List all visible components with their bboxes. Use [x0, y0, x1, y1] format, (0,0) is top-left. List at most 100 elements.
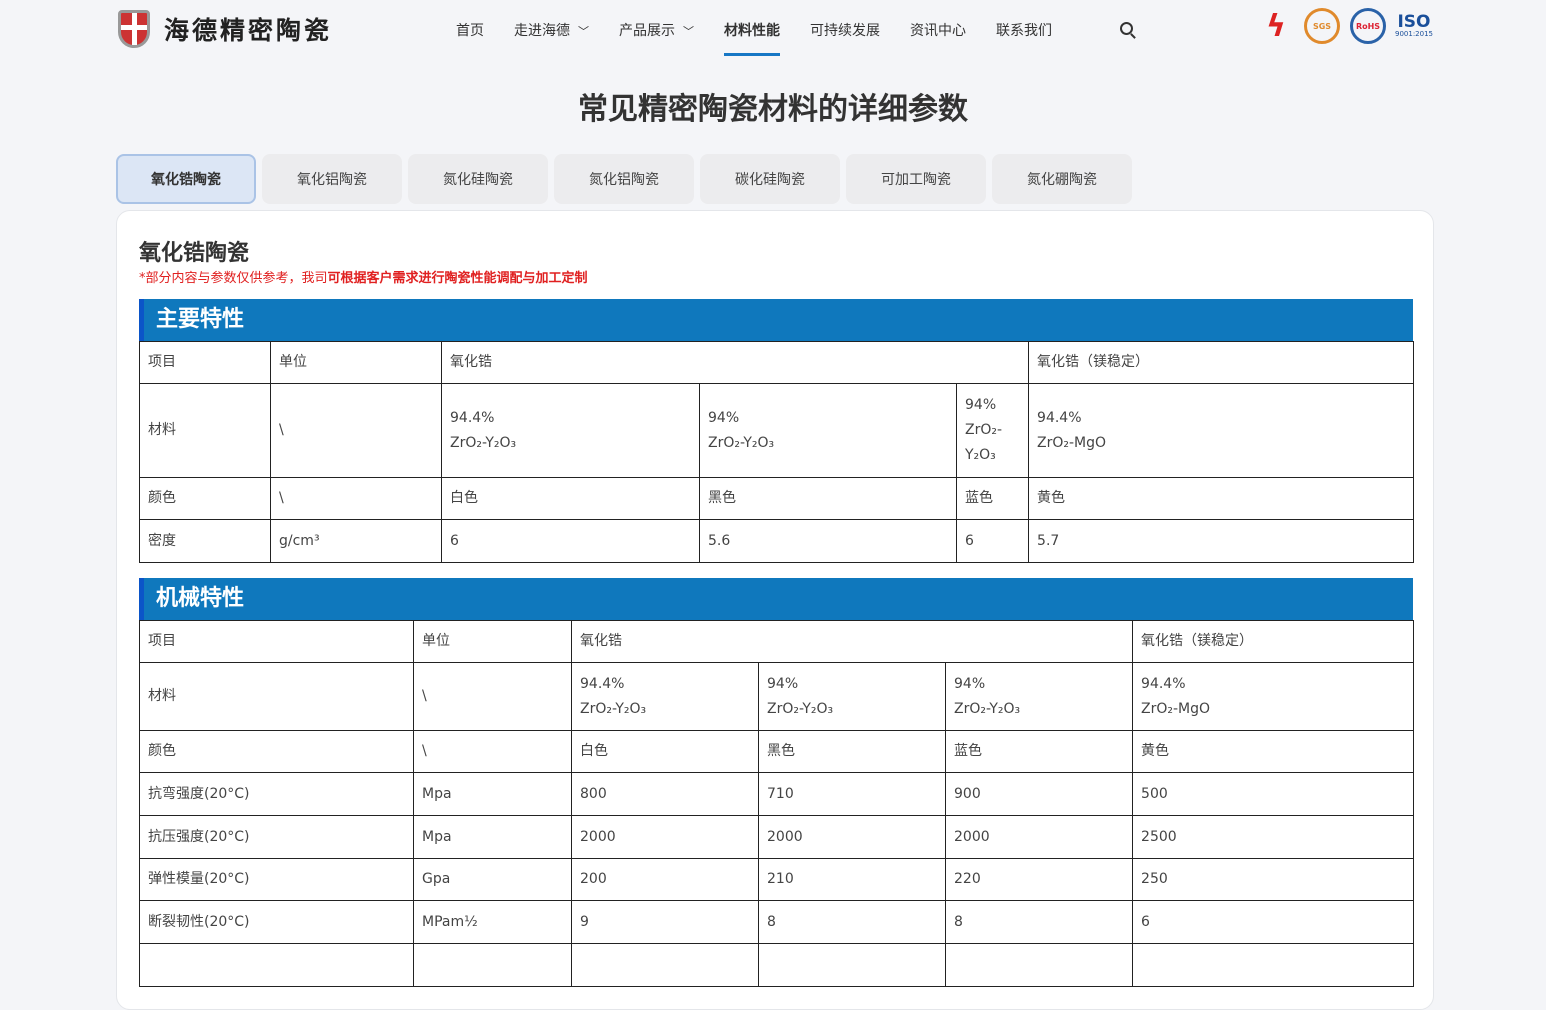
- table-cell: 94% ZrO₂- Y₂O₃: [955, 383, 1030, 478]
- table-cell: 白色: [441, 477, 700, 520]
- nav-item-2[interactable]: 产品展示 ﹀: [619, 18, 694, 44]
- table-cell: 94% ZrO₂-Y₂O₃: [944, 662, 1134, 731]
- header-cell: 单位: [270, 341, 442, 384]
- table-cell: [758, 943, 946, 987]
- certifications: ϟ SGS RoHS ISO 9001:2015: [1258, 8, 1433, 44]
- tab-1[interactable]: 氧化铝陶瓷: [262, 154, 402, 204]
- tab-0[interactable]: 氧化锆陶瓷: [116, 154, 256, 204]
- iso-cert-icon: ISO 9001:2015: [1395, 8, 1433, 44]
- header-cell: 氧化锆（镁稳定）: [1028, 341, 1415, 384]
- material-panel: 氧化锆陶瓷 *部分内容与参数仅供参考，我司可根据客户需求进行陶瓷性能调配与加工定…: [116, 210, 1434, 1010]
- nav-label: 走进海德: [514, 23, 570, 39]
- table-cell: 8: [758, 900, 946, 944]
- table-cell: 94% ZrO₂-Y₂O₃: [758, 662, 946, 731]
- table-row: [139, 943, 1415, 987]
- properties-table: 项目 单位 氧化锆 氧化锆（镁稳定） 材料 \ 94.4% ZrO₂-Y₂O₃ 94% ZrO…: [139, 620, 1415, 987]
- tab-5[interactable]: 可加工陶瓷: [846, 154, 986, 204]
- sgs-cert-icon: SGS: [1304, 8, 1340, 44]
- table-cell: 2500: [1132, 815, 1415, 859]
- table-cell: 白色: [571, 730, 759, 773]
- table-cell: 5.7: [1028, 519, 1415, 563]
- table-row: 材料 \ 94.4% ZrO₂-Y₂O₃ 94% ZrO₂-Y₂O₃ 94% ZrO₂-…: [139, 383, 1415, 478]
- brand-name: 海德精密陶瓷: [164, 16, 333, 45]
- table-cell: 94.4% ZrO₂-MgO: [1028, 383, 1415, 478]
- table-cell: [1132, 943, 1415, 987]
- table-cell: 200: [571, 858, 759, 901]
- table-cell: 蓝色: [955, 477, 1030, 520]
- page-title: 常见精密陶瓷材料的详细参数: [578, 92, 968, 127]
- tab-3[interactable]: 氮化铝陶瓷: [554, 154, 694, 204]
- table-cell: 250: [1132, 858, 1415, 901]
- table-cell: [413, 943, 572, 987]
- nav-label: 资讯中心: [910, 23, 966, 39]
- iso-label: ISO: [1397, 12, 1431, 32]
- table-cell: 蓝色: [944, 730, 1134, 773]
- shield-logo-icon: [118, 10, 150, 48]
- nav-item-6[interactable]: 联系我们: [996, 18, 1052, 44]
- panel-title: 氧化锆陶瓷: [139, 241, 250, 266]
- note-bold: 可根据客户需求进行陶瓷性能调配与加工定制: [327, 271, 588, 286]
- table-row: 颜色 \ 白色 黑色 蓝色 黄色: [139, 477, 1415, 520]
- tab-6[interactable]: 氮化硼陶瓷: [992, 154, 1132, 204]
- nav-item-4[interactable]: 可持续发展: [810, 18, 880, 44]
- table-cell: 900: [944, 772, 1134, 816]
- disclaimer-note: *部分内容与参数仅供参考，我司可根据客户需求进行陶瓷性能调配与加工定制: [139, 267, 588, 286]
- nav-label: 材料性能: [724, 23, 780, 39]
- brand-logo[interactable]: 海德精密陶瓷: [118, 10, 332, 48]
- tab-4[interactable]: 碳化硅陶瓷: [700, 154, 840, 204]
- table-cell: 210: [758, 858, 946, 901]
- nav-item-1[interactable]: 走进海德 ﹀: [514, 18, 589, 44]
- section-title: 主要特性: [139, 299, 1413, 341]
- nav-label: 可持续发展: [810, 23, 880, 39]
- table-cell: [944, 943, 1134, 987]
- table-header-row: 项目 单位 氧化锆 氧化锆（镁稳定）: [139, 341, 1415, 384]
- table-cell: 94.4% ZrO₂-MgO: [1132, 662, 1415, 731]
- header-cell: 氧化锆: [440, 341, 1030, 384]
- table-row: 密度 g/cm³ 6 5.6 6 5.7: [139, 519, 1415, 563]
- table-cell: Mpa: [413, 815, 572, 859]
- header-cell: 氧化锆: [570, 620, 1134, 663]
- tab-2[interactable]: 氮化硅陶瓷: [408, 154, 548, 204]
- table-cell: Gpa: [413, 858, 572, 901]
- table-cell: 2000: [944, 815, 1134, 859]
- table-cell: 断裂韧性(20°C): [139, 900, 414, 944]
- table-cell: 800: [571, 772, 759, 816]
- table-cell: 黑色: [699, 477, 957, 520]
- table-cell: MPam½: [413, 900, 572, 944]
- table-cell: 710: [758, 772, 946, 816]
- table-cell: 94% ZrO₂-Y₂O₃: [699, 383, 957, 478]
- nav-label: 产品展示: [619, 23, 675, 39]
- nav-label: 联系我们: [996, 23, 1052, 39]
- nav-label: 首页: [456, 23, 484, 39]
- table-cell: 材料: [139, 662, 414, 731]
- table-cell: 6: [955, 519, 1030, 563]
- table-cell: \: [270, 477, 442, 520]
- nav-item-5[interactable]: 资讯中心: [910, 18, 966, 44]
- table-cell: 颜色: [139, 477, 271, 520]
- table-cell: 220: [944, 858, 1134, 901]
- table-cell: 8: [944, 900, 1134, 944]
- table-cell: 2000: [758, 815, 946, 859]
- table-cell: \: [270, 383, 442, 478]
- table-row: 抗压强度(20°C) Mpa 2000 2000 2000 2500: [139, 815, 1415, 859]
- table-cell: 颜色: [139, 730, 414, 773]
- table-cell: g/cm³: [270, 519, 442, 563]
- table-cell: 94.4% ZrO₂-Y₂O₃: [441, 383, 700, 478]
- table-cell: 6: [441, 519, 700, 563]
- material-tabs: 氧化锆陶瓷 氧化铝陶瓷 氮化硅陶瓷 氮化铝陶瓷 碳化硅陶瓷 可加工陶瓷 氮化硼陶瓷: [116, 154, 1132, 204]
- table-cell: 9: [571, 900, 759, 944]
- table-row: 弹性模量(20°C) Gpa 200 210 220 250: [139, 858, 1415, 901]
- rohs-cert-icon: RoHS: [1350, 8, 1386, 44]
- search-icon[interactable]: [1120, 22, 1133, 35]
- header-cell: 项目: [139, 341, 271, 384]
- table-cell: 6: [1132, 900, 1415, 944]
- table-row: 断裂韧性(20°C) MPam½ 9 8 8 6: [139, 900, 1415, 944]
- header-cell: 项目: [139, 620, 414, 663]
- nav-item-0[interactable]: 首页: [456, 18, 484, 44]
- note-plain: *部分内容与参数仅供参考，我司: [139, 271, 328, 286]
- table-header-row: 项目 单位 氧化锆 氧化锆（镁稳定）: [139, 620, 1415, 663]
- chevron-down-icon: ﹀: [578, 25, 589, 38]
- nav-item-3[interactable]: 材料性能: [724, 18, 780, 56]
- table-cell: [139, 943, 414, 987]
- main-nav: 首页 走进海德 ﹀ 产品展示 ﹀ 材料性能 可持续发展 资讯中心 联系我们: [456, 18, 1082, 56]
